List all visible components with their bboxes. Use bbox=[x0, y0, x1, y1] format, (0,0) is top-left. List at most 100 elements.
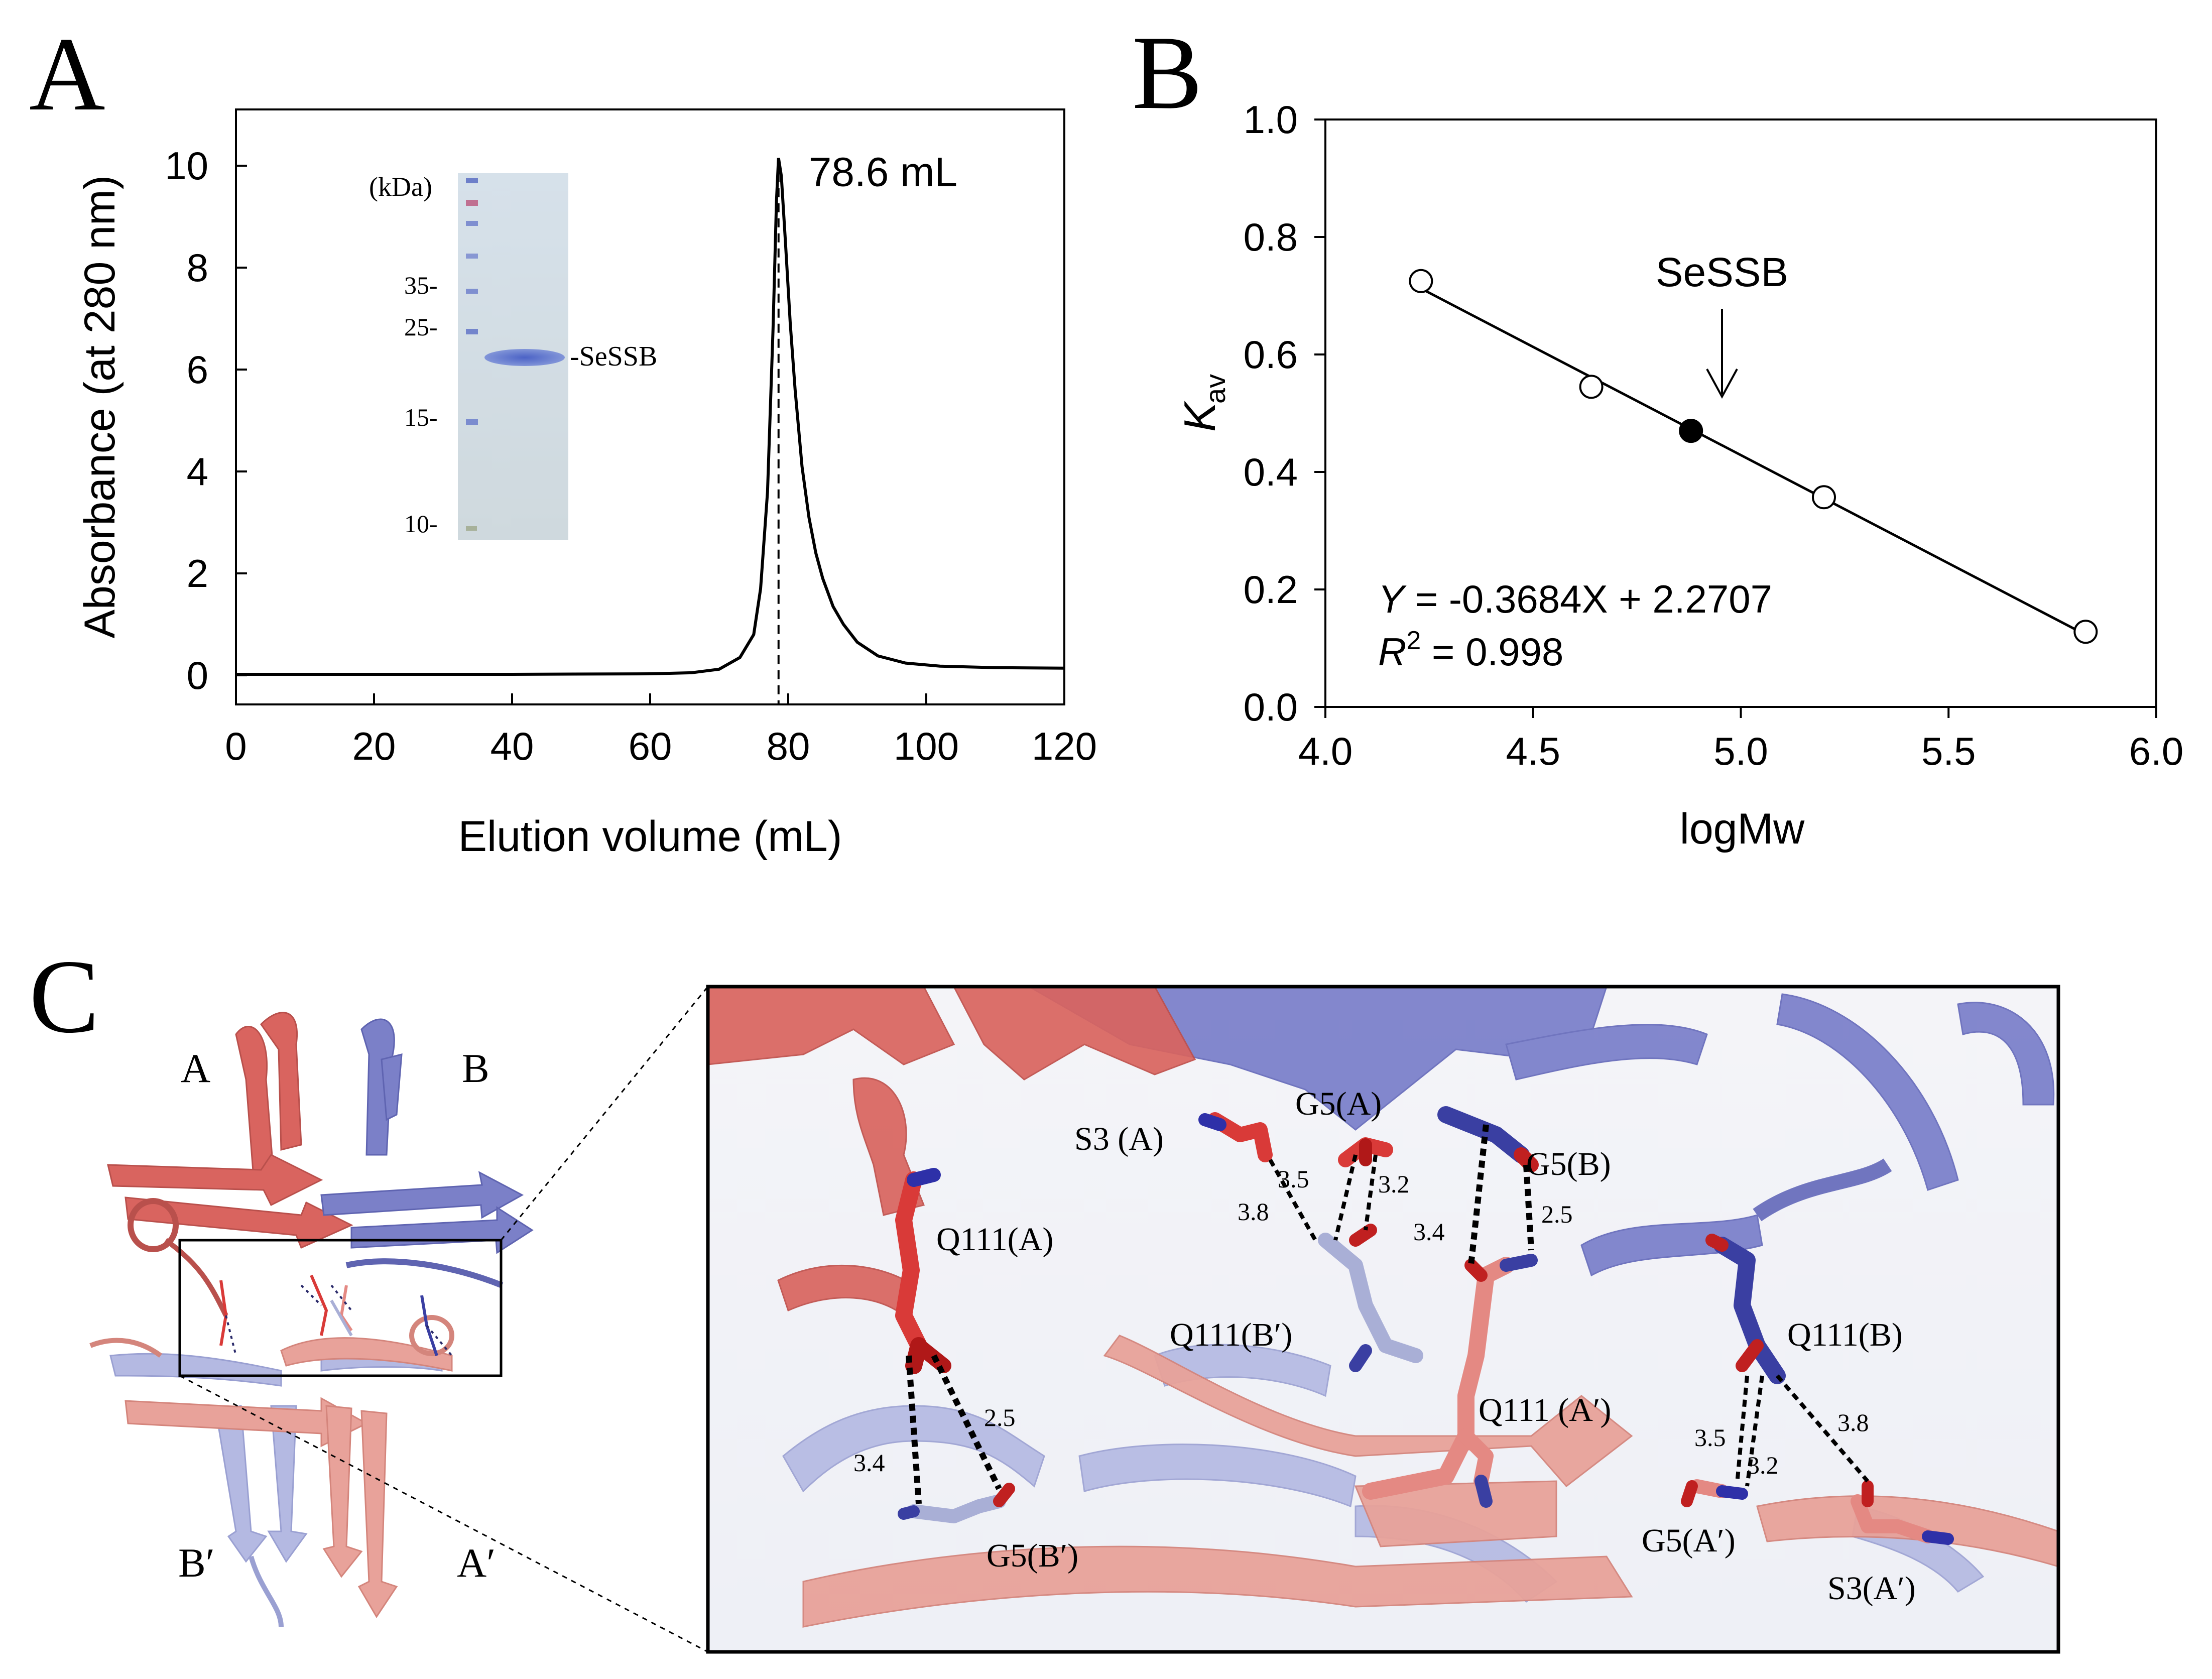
sessb-arrow bbox=[1706, 309, 1738, 399]
residue-labels: S3 (A) G5(A) G5(B) Q111(A) Q111(B′) Q111… bbox=[936, 1086, 1916, 1607]
distance-label: 3.5 bbox=[1694, 1423, 1726, 1452]
y-tick-label: 0.6 bbox=[1244, 332, 1298, 377]
standard-point bbox=[2073, 620, 2098, 644]
panel-a-xlabel: Elution volume (mL) bbox=[458, 812, 842, 861]
residue-label-g5-a-prime: G5(A′) bbox=[1642, 1522, 1736, 1559]
residue-label-q111-b-prime: Q111(B′) bbox=[1170, 1316, 1292, 1353]
svg-text:K: K bbox=[1175, 401, 1224, 432]
panel-b-ylabel: K av bbox=[1175, 374, 1231, 432]
panel-b: B 4.0 4.5 5.0 5.5 6.0 0.0 0.2 0.4 0.6 0.8 1.0 SeSS… bbox=[1132, 15, 2183, 853]
distance-labels: 3.5 3.2 3.8 3.4 2.5 3.4 2.5 3.5 3.2 3.8 bbox=[853, 1165, 1869, 1479]
zoom-connector-bottom bbox=[179, 1375, 708, 1653]
distance-label: 3.8 bbox=[1238, 1197, 1269, 1226]
x-tick-label: 100 bbox=[894, 724, 959, 768]
panel-a: A 0 20 40 60 80 100 120 0 2 4 6 8 10 78.6 mL Elution… bbox=[29, 16, 1097, 861]
gel-marker-15: 15- bbox=[404, 403, 438, 431]
overview-structure: A B B′ A′ bbox=[89, 1012, 534, 1627]
panel-b-axis-ticks: 4.0 4.5 5.0 5.5 6.0 0.0 0.2 0.4 0.6 0.8 1.0 bbox=[1244, 97, 2184, 773]
gel-marker-10: 10- bbox=[404, 510, 438, 538]
ladder-band bbox=[466, 254, 478, 259]
ladder-band bbox=[466, 526, 477, 531]
residue-label-q111-a: Q111(A) bbox=[936, 1221, 1053, 1258]
panel-c-label: C bbox=[29, 938, 99, 1055]
panel-b-points bbox=[1409, 269, 2098, 644]
panel-a-frame bbox=[235, 108, 1065, 705]
gel-marker-35: 35- bbox=[404, 271, 438, 299]
sessb-gel-band bbox=[484, 349, 565, 366]
y-tick-label: 0.8 bbox=[1244, 215, 1298, 259]
standard-point bbox=[1409, 269, 1433, 293]
ladder-band bbox=[466, 221, 478, 226]
ladder-band bbox=[466, 329, 478, 334]
y-tick-label: 0.0 bbox=[1244, 685, 1298, 729]
hydrogen-bond-dashes bbox=[906, 1124, 1870, 1504]
ladder-band bbox=[466, 200, 478, 206]
gel-unit-label: (kDa) bbox=[369, 172, 432, 202]
x-tick-label: 60 bbox=[629, 724, 672, 768]
chain-b-ribbons bbox=[320, 1018, 534, 1288]
x-tick-label: 5.5 bbox=[1921, 729, 1976, 773]
zoom-region-box bbox=[178, 1239, 503, 1377]
residue-label-g5-b: G5(B) bbox=[1526, 1146, 1611, 1182]
overview-hbonds bbox=[225, 1284, 453, 1357]
x-tick-label: 80 bbox=[767, 724, 810, 768]
zoom-connector-top bbox=[500, 986, 709, 1241]
r-squared-label: R2 = 0.998 bbox=[1378, 626, 1563, 674]
x-tick-label: 5.0 bbox=[1713, 729, 1768, 773]
chain-a-ribbons bbox=[107, 1012, 353, 1317]
zoom-panel-frame bbox=[706, 985, 2060, 1654]
y-tick-label: 0 bbox=[187, 653, 208, 697]
x-tick-label: 20 bbox=[352, 724, 396, 768]
y-tick-label: 2 bbox=[187, 551, 208, 595]
gel-inset: (kDa) 35- 25- 15- 10- -SeSSB bbox=[369, 172, 657, 540]
chain-label-b-prime: B′ bbox=[178, 1540, 215, 1586]
residue-label-q111-b: Q111(B) bbox=[1787, 1316, 1903, 1353]
residue-label-s3-a: S3 (A) bbox=[1074, 1121, 1164, 1157]
y-tick-label: 6 bbox=[187, 347, 208, 392]
residue-label-s3-a-prime: S3(A′) bbox=[1827, 1570, 1916, 1607]
elution-trace bbox=[236, 158, 1065, 676]
distance-label: 3.4 bbox=[1413, 1218, 1445, 1246]
distance-label: 3.4 bbox=[853, 1449, 885, 1477]
x-tick-label: 4.5 bbox=[1506, 729, 1560, 773]
ladder-band bbox=[466, 419, 478, 425]
y-tick-label: 1.0 bbox=[1244, 97, 1298, 142]
residue-label-g5-a: G5(A) bbox=[1295, 1086, 1382, 1122]
distance-label: 2.5 bbox=[984, 1403, 1016, 1431]
chain-a-prime-ribbons bbox=[89, 1315, 454, 1618]
distance-label: 3.2 bbox=[1747, 1451, 1779, 1479]
panel-a-ylabel: Absorbance (at 280 nm) bbox=[76, 175, 124, 639]
x-tick-label: 40 bbox=[490, 724, 534, 768]
svg-text:av: av bbox=[1199, 374, 1231, 404]
regression-equation: Y = -0.3684X + 2.2707 bbox=[1378, 577, 1772, 621]
y-tick-label: 0.4 bbox=[1244, 450, 1298, 494]
distance-label: 3.5 bbox=[1278, 1165, 1309, 1193]
sessb-arrow-label: SeSSB bbox=[1656, 250, 1788, 295]
x-tick-label: 0 bbox=[225, 724, 247, 768]
panel-b-xlabel: logMw bbox=[1680, 805, 1805, 853]
standard-point bbox=[1579, 375, 1604, 399]
chain-label-a: A bbox=[181, 1045, 210, 1091]
chain-label-a-prime: A′ bbox=[457, 1540, 496, 1586]
x-tick-label: 4.0 bbox=[1298, 729, 1353, 773]
gel-marker-25: 25- bbox=[404, 313, 438, 341]
residue-label-g5-b-prime: G5(B′) bbox=[987, 1537, 1078, 1574]
chain-label-b: B bbox=[462, 1045, 489, 1091]
x-tick-label: 120 bbox=[1032, 724, 1097, 768]
regression-line bbox=[1416, 285, 2095, 641]
y-tick-label: 4 bbox=[187, 449, 208, 494]
peak-volume-label: 78.6 mL bbox=[809, 150, 957, 195]
ladder-band bbox=[466, 289, 478, 294]
distance-label: 3.2 bbox=[1378, 1170, 1410, 1198]
panel-a-label: A bbox=[29, 16, 105, 133]
panel-c: C bbox=[29, 938, 2060, 1654]
x-tick-label: 6.0 bbox=[2129, 729, 2183, 773]
sessb-point bbox=[1679, 419, 1703, 443]
residue-label-q111-a-prime: Q111 (A′) bbox=[1479, 1392, 1611, 1428]
panel-a-axis-ticks: 0 20 40 60 80 100 120 0 2 4 6 8 10 bbox=[165, 144, 1097, 768]
panel-b-label: B bbox=[1132, 15, 1202, 131]
distance-label: 2.5 bbox=[1541, 1200, 1573, 1228]
y-tick-label: 10 bbox=[165, 144, 208, 188]
y-tick-label: 0.2 bbox=[1244, 567, 1298, 612]
y-tick-label: 8 bbox=[187, 246, 208, 290]
